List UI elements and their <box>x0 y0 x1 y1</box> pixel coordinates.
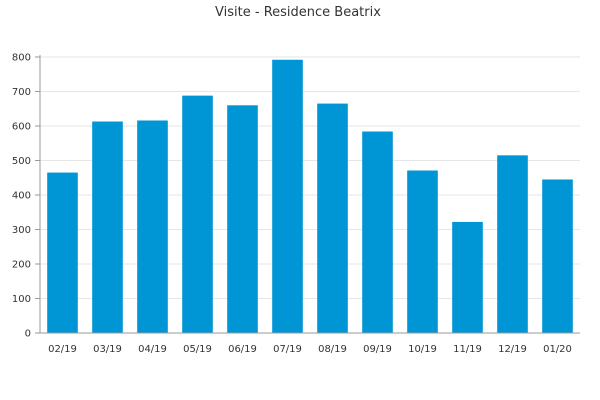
x-tick-label: 03/19 <box>93 344 122 355</box>
x-tick-label: 11/19 <box>453 344 482 355</box>
y-tick-label: 500 <box>12 156 31 167</box>
x-tick-label: 02/19 <box>48 344 77 355</box>
x-tick-label: 06/19 <box>228 344 257 355</box>
y-tick-label: 200 <box>12 260 31 271</box>
y-tick-label: 0 <box>25 329 31 340</box>
bar-02-19 <box>47 172 78 333</box>
x-tick-label: 09/19 <box>363 344 392 355</box>
x-tick-label: 12/19 <box>498 344 527 355</box>
y-tick-label: 600 <box>12 122 31 133</box>
bar-07-19 <box>272 59 303 333</box>
y-tick-label: 800 <box>12 53 31 64</box>
bar-09-19 <box>362 131 393 333</box>
bar-03-19 <box>92 121 123 333</box>
bar-05-19 <box>182 95 213 333</box>
axes <box>35 55 580 334</box>
bar-08-19 <box>317 103 348 333</box>
x-tick-label: 08/19 <box>318 344 347 355</box>
bar-04-19 <box>137 120 168 333</box>
x-tick-labels: 02/19 03/19 04/19 05/19 06/19 07/19 08/19 09/19… <box>48 344 572 355</box>
x-tick-label: 01/20 <box>543 344 572 355</box>
y-tick-label: 400 <box>12 191 31 202</box>
x-tick-label: 07/19 <box>273 344 302 355</box>
bar-01-20 <box>542 179 573 333</box>
bars <box>47 59 573 333</box>
bar-12-19 <box>497 155 528 333</box>
x-tick-label: 05/19 <box>183 344 212 355</box>
x-tick-label: 04/19 <box>138 344 167 355</box>
y-tick-label: 100 <box>12 294 31 305</box>
bar-11-19 <box>452 221 483 333</box>
y-tick-labels: 0 100 200 300 400 500 600 700 800 <box>12 53 31 340</box>
bar-06-19 <box>227 105 258 333</box>
y-tick-label: 700 <box>12 87 31 98</box>
bar-10-19 <box>407 170 438 333</box>
chart-title: Visite - Residence Beatrix <box>215 5 381 20</box>
x-tick-label: 10/19 <box>408 344 437 355</box>
y-tick-label: 300 <box>12 225 31 236</box>
gridlines <box>40 56 580 299</box>
